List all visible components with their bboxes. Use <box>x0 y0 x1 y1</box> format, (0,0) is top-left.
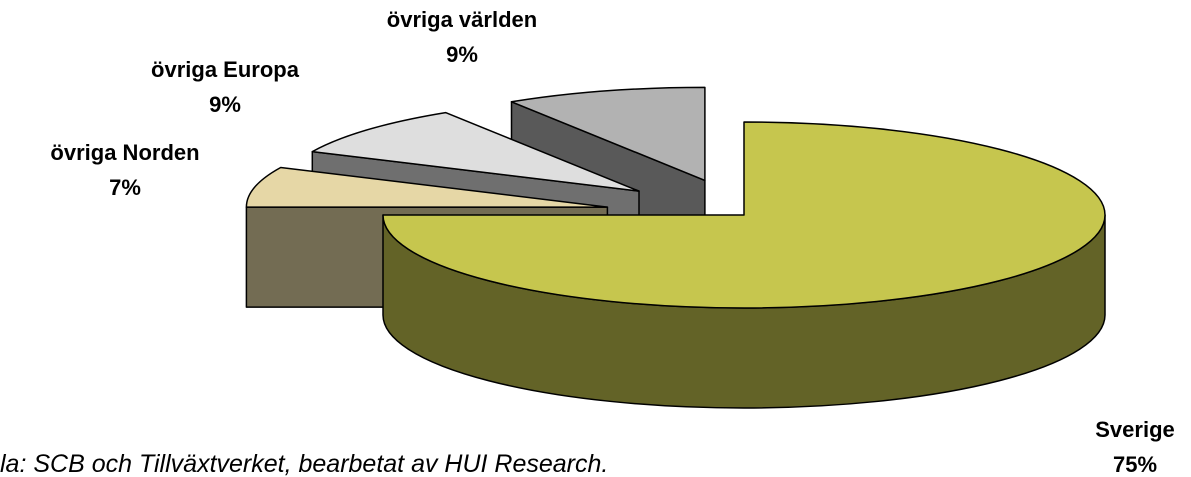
value-label: 75% <box>1113 452 1157 477</box>
slice-top <box>510 86 706 182</box>
slice-top <box>245 166 609 208</box>
slice-top <box>382 121 1106 309</box>
value-label: 9% <box>446 42 478 67</box>
value-label: 9% <box>209 92 241 117</box>
slice-label: Sverige <box>1095 417 1175 442</box>
slice-top <box>311 111 640 192</box>
value-label: 7% <box>109 175 141 200</box>
source-note: la: SCB och Tillväxtverket, bearbetat av… <box>0 450 608 477</box>
slice-label: övriga världen <box>387 7 537 32</box>
slice-label: övriga Europa <box>151 57 300 82</box>
slice-label: övriga Norden <box>50 140 199 165</box>
